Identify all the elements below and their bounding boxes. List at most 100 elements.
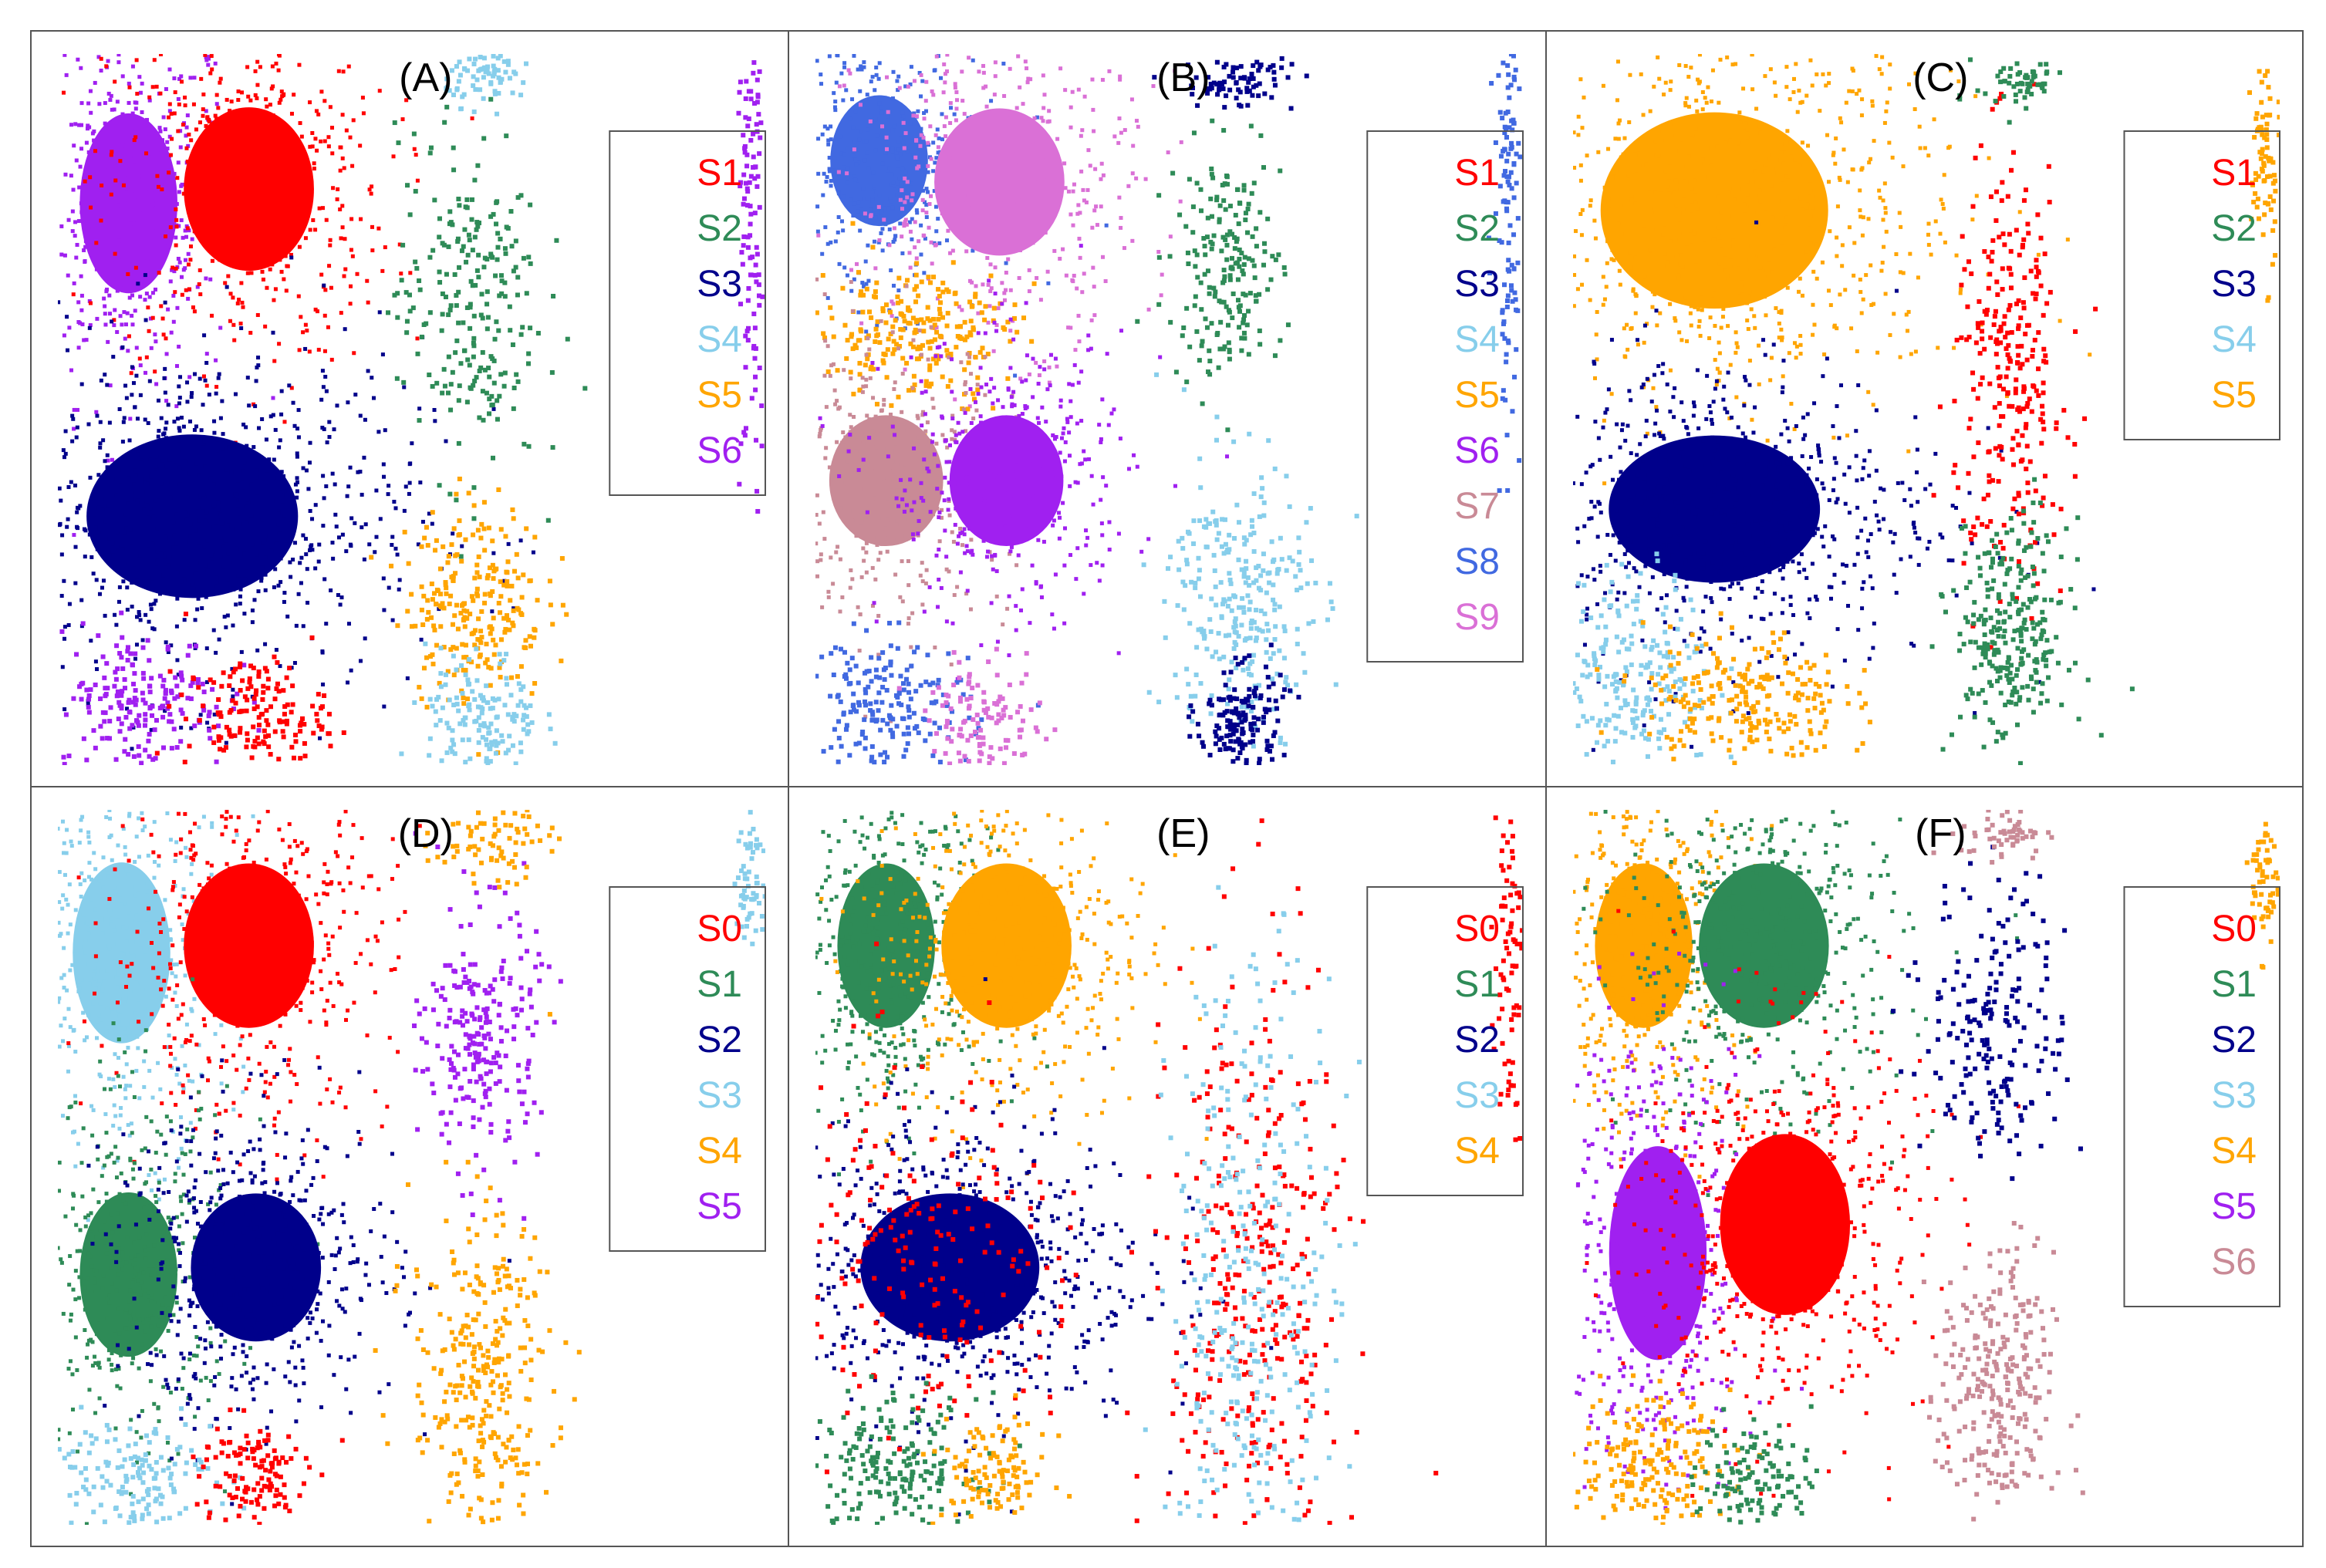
data-point [150,202,155,207]
data-point [987,187,992,192]
data-point [176,160,181,165]
data-point [181,467,186,471]
data-point [434,642,440,648]
data-point [242,221,247,225]
data-point [96,473,101,477]
data-point [815,673,819,679]
data-point [185,159,190,164]
data-point [829,124,833,129]
data-point [984,383,989,387]
data-point [76,407,80,412]
data-point [1027,458,1031,463]
data-point [815,574,820,578]
data-point [860,389,865,394]
data-point [176,673,181,677]
data-point [282,704,288,710]
data-point [273,287,278,292]
data-point [1224,232,1230,238]
data-point [937,311,943,316]
data-point [492,739,498,744]
data-point [174,266,178,271]
data-point [1225,454,1230,459]
data-point [906,714,912,720]
data-point [140,638,145,642]
data-point [213,164,218,168]
data-point [850,346,856,352]
data-point [323,288,328,292]
data-point [957,695,963,700]
data-point [204,123,208,128]
data-point [340,113,345,117]
data-point [825,369,831,374]
data-point [475,163,481,168]
data-point [1002,298,1007,302]
data-point [128,528,133,532]
data-point [294,197,299,201]
data-point [231,669,236,675]
data-point [247,191,252,196]
data-point [897,191,902,196]
data-point [498,236,503,241]
data-point [125,311,130,315]
data-point [906,731,912,737]
data-point [846,68,851,72]
data-point [489,740,495,745]
data-point [895,157,900,161]
data-point [168,279,173,284]
data-point [247,403,252,408]
data-point [889,268,893,272]
data-point [74,435,79,440]
data-point [825,241,830,246]
data-point [1217,217,1222,222]
data-point [361,111,366,116]
data-point [173,290,177,295]
data-point [185,380,190,385]
data-point [862,670,867,676]
data-point [257,426,262,430]
data-point [839,481,844,485]
data-point [158,129,163,133]
data-point [298,756,303,761]
data-point [954,679,960,685]
data-point [133,651,138,656]
data-point [518,664,524,669]
data-point [69,123,74,127]
data-point [1146,307,1151,312]
data-point [424,655,430,660]
data-point [471,74,476,79]
data-point [938,334,944,339]
data-point [988,289,993,294]
data-point [919,126,923,131]
data-point [166,203,170,207]
data-point [912,446,917,450]
data-point [838,646,843,652]
data-point [454,497,459,503]
data-point [1020,244,1025,248]
data-point [171,545,176,550]
data-point [79,210,84,214]
data-point [485,64,491,69]
data-point [152,58,157,62]
data-point [1221,127,1227,133]
data-point [905,741,910,747]
data-point [822,336,828,341]
data-point [909,424,913,429]
data-point [501,582,507,588]
data-point [836,170,841,174]
data-point [493,642,498,648]
data-point [884,135,889,140]
data-point [472,378,478,383]
data-point [150,703,155,709]
data-point [216,723,221,729]
data-point [481,698,486,703]
data-point [507,733,512,739]
data-point [88,475,93,480]
data-point [137,75,142,79]
data-point [197,268,202,272]
data-point [884,687,890,693]
data-point [495,68,501,73]
data-point [1039,595,1044,599]
data-point [883,535,887,540]
data-point [175,176,180,180]
data-point [318,736,322,740]
